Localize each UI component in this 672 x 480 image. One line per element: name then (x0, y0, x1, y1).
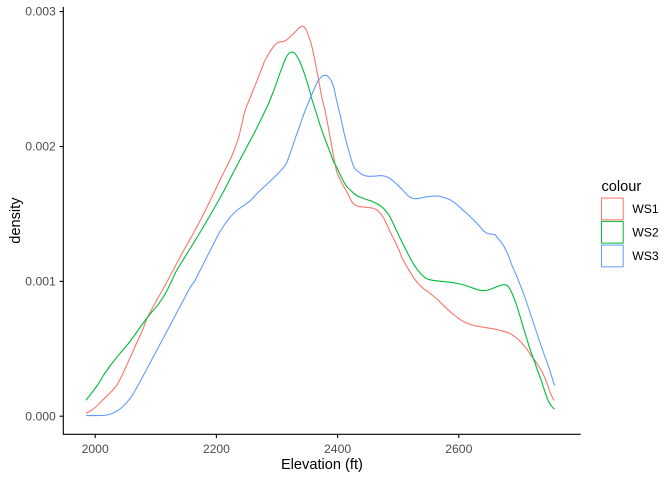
svg-text:WS1: WS1 (632, 202, 659, 216)
svg-text:WS2: WS2 (632, 225, 659, 239)
svg-text:colour: colour (602, 179, 642, 195)
svg-text:2600: 2600 (445, 442, 472, 456)
svg-text:2400: 2400 (324, 442, 351, 456)
svg-text:Elevation (ft): Elevation (ft) (281, 457, 363, 473)
svg-text:0.001: 0.001 (25, 275, 56, 289)
svg-text:WS3: WS3 (632, 249, 659, 263)
svg-text:0.003: 0.003 (25, 5, 56, 19)
svg-text:0.000: 0.000 (25, 409, 56, 423)
svg-text:density: density (8, 197, 24, 244)
svg-text:2000: 2000 (82, 442, 109, 456)
svg-text:0.002: 0.002 (25, 140, 56, 154)
svg-text:2200: 2200 (203, 442, 230, 456)
